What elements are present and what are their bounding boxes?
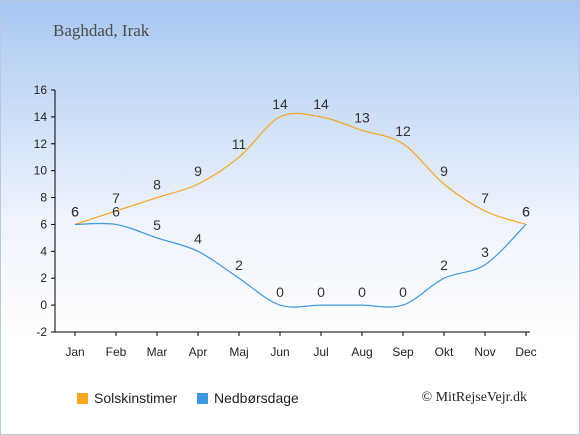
legend-label-solskinstimer: Solskinstimer — [94, 390, 178, 406]
data-label: 0 — [399, 284, 407, 300]
x-tick-label: Nov — [474, 345, 495, 359]
x-tick-label: Aug — [351, 345, 372, 359]
data-label: 6 — [71, 203, 79, 219]
data-label: 14 — [313, 96, 329, 112]
legend-item-nedborsdage: Nedbørsdage — [197, 390, 299, 406]
x-tick-label: Maj — [229, 345, 248, 359]
y-tick-label: 4 — [40, 244, 47, 258]
y-tick-label: 14 — [34, 110, 48, 124]
data-label: 9 — [440, 163, 448, 179]
data-label: 9 — [194, 163, 202, 179]
x-tick-label: Okt — [435, 345, 454, 359]
data-label: 2 — [440, 257, 448, 273]
data-label: 6 — [522, 203, 530, 219]
data-label: 6 — [71, 203, 79, 219]
series-lines — [74, 112, 527, 308]
y-tick-label: 8 — [40, 191, 47, 205]
data-label: 0 — [317, 284, 325, 300]
chart-title: Baghdad, Irak — [53, 21, 150, 40]
y-tick-label: 16 — [34, 83, 48, 97]
data-label: 6 — [522, 203, 530, 219]
data-label: 7 — [481, 190, 489, 206]
axes: -2 0 2 4 6 8 10 12 14 16 Jan Feb Mar Apr Maj Jun Jul Aug S… — [34, 83, 537, 359]
data-label: 8 — [153, 177, 161, 193]
x-tick-label: Feb — [106, 345, 127, 359]
y-tick-label: -2 — [36, 325, 47, 339]
y-tick-label: 0 — [40, 298, 47, 312]
x-tick-label: Jun — [270, 345, 289, 359]
legend-swatch-nedborsdage — [197, 393, 208, 404]
data-label: 3 — [481, 244, 489, 260]
x-tick-label: Sep — [392, 345, 414, 359]
x-tick-label: Jul — [313, 345, 328, 359]
y-tick-label: 2 — [40, 271, 47, 285]
data-label: 5 — [153, 217, 161, 233]
data-label: 4 — [194, 230, 202, 246]
data-label: 2 — [235, 257, 243, 273]
data-label: 13 — [354, 109, 370, 125]
legend-item-solskinstimer: Solskinstimer — [77, 390, 177, 406]
x-tick-label: Apr — [189, 345, 208, 359]
legend-label-nedborsdage: Nedbørsdage — [214, 390, 299, 406]
data-label: 6 — [112, 203, 120, 219]
data-label: 12 — [395, 123, 411, 139]
series-line-0 — [74, 112, 527, 226]
credit-text: © MitRejseVejr.dk — [421, 390, 527, 405]
y-tick-label: 12 — [34, 137, 48, 151]
x-tick-label: Dec — [515, 345, 536, 359]
data-label: 0 — [358, 284, 366, 300]
x-tick-label: Jan — [65, 345, 84, 359]
y-tick-label: 10 — [34, 164, 48, 178]
x-tick-label: Mar — [147, 345, 168, 359]
data-label: 11 — [232, 136, 247, 152]
data-label: 0 — [276, 284, 284, 300]
y-tick-label: 6 — [40, 217, 47, 231]
data-label: 14 — [272, 96, 288, 112]
legend-swatch-solskinstimer — [77, 393, 88, 404]
series-line-1 — [74, 222, 527, 308]
data-label: 7 — [112, 190, 120, 206]
